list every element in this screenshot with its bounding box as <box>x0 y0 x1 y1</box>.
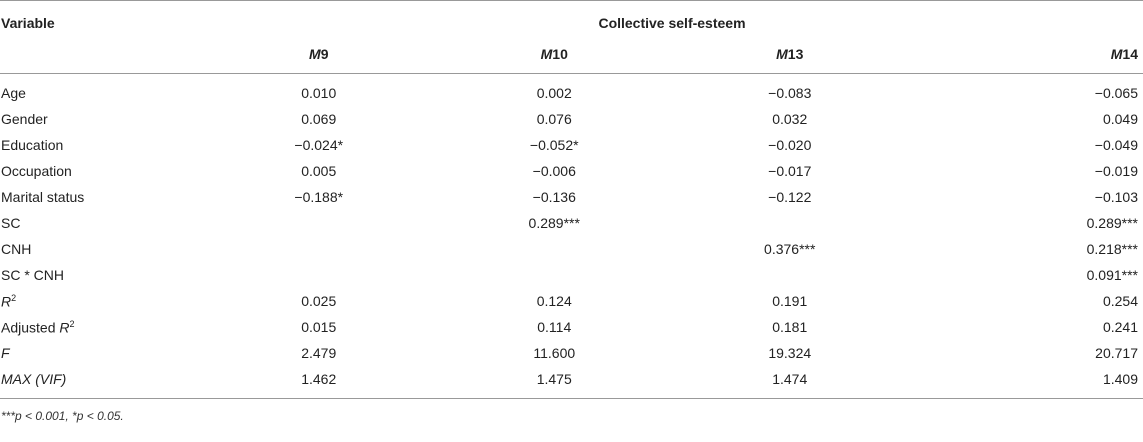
cell-value: 0.032 <box>772 111 808 127</box>
row-label: Marital status <box>1 189 85 205</box>
cell-value <box>201 210 437 236</box>
table-row: Marital status −0.188* −0.136 −0.122 −0.103 <box>0 184 1143 210</box>
table-row: Gender 0.069 0.076 0.032 0.049 <box>0 106 1143 132</box>
cell-value: 0.025 <box>301 293 337 309</box>
cell-value: 0.289*** <box>1086 215 1138 231</box>
cell-value <box>672 210 908 236</box>
cell-value: −0.052* <box>529 137 579 153</box>
table-row: F 2.479 11.600 19.324 20.717 <box>0 340 1143 366</box>
cell-value: 0.124 <box>536 293 572 309</box>
row-label: Age <box>1 85 26 101</box>
cell-value <box>437 262 673 288</box>
cell-value: −0.020 <box>768 137 812 153</box>
cell-value: −0.024* <box>294 137 344 153</box>
row-label: Gender <box>1 111 48 127</box>
cell-value: 19.324 <box>768 345 812 361</box>
cell-value: −0.122 <box>768 189 812 205</box>
row-label: MAX (VIF) <box>0 366 201 399</box>
cell-value: 1.409 <box>907 366 1143 399</box>
cell-value <box>437 236 673 262</box>
model-header-m10: M10 <box>436 35 672 74</box>
table-row: Age 0.010 0.002 −0.083 −0.065 <box>0 74 1143 107</box>
cell-value: 1.462 <box>201 366 437 399</box>
model-header-m13: M13 <box>672 35 908 74</box>
cell-value: −0.136 <box>532 189 576 205</box>
cell-value <box>201 236 437 262</box>
regression-table: Variable Collective self-esteem M9 M10 M… <box>0 0 1143 399</box>
cell-value: −0.006 <box>532 163 576 179</box>
cell-value: 0.181 <box>772 319 808 335</box>
cell-value: 0.049 <box>1102 111 1138 127</box>
table-row: CNH 0.376*** 0.218*** <box>0 236 1143 262</box>
cell-value: −0.083 <box>768 85 812 101</box>
group-header: Collective self-esteem <box>201 0 1143 35</box>
cell-value: 0.015 <box>301 319 337 335</box>
cell-value: 0.091*** <box>1086 267 1138 283</box>
regression-table-container: Variable Collective self-esteem M9 M10 M… <box>0 0 1143 423</box>
cell-value: 0.254 <box>1102 293 1138 309</box>
cell-value: 0.114 <box>537 319 572 335</box>
table-body: Age 0.010 0.002 −0.083 −0.065 Gender 0.069 0.07… <box>0 74 1143 399</box>
cell-value: −0.065 <box>1094 85 1138 101</box>
table-row: R2 0.025 0.124 0.191 0.254 <box>0 288 1143 314</box>
cell-value: 0.191 <box>772 293 808 309</box>
cell-value: 20.717 <box>1095 345 1138 361</box>
cell-value: −0.019 <box>1094 163 1138 179</box>
cell-value: 0.076 <box>536 111 572 127</box>
table-row: MAX (VIF) 1.462 1.475 1.474 1.409 <box>0 366 1143 399</box>
row-label: Occupation <box>1 163 72 179</box>
cell-value: 0.010 <box>301 85 337 101</box>
cell-value: 0.241 <box>1102 319 1138 335</box>
table-footnote: ***p < 0.001, *p < 0.05. <box>1 409 124 423</box>
table-row: Education −0.024* −0.052* −0.020 −0.049 <box>0 132 1143 158</box>
cell-value: 0.069 <box>301 111 337 127</box>
cell-value: 0.005 <box>301 163 337 179</box>
cell-value: −0.103 <box>1094 189 1138 205</box>
cell-value: 11.600 <box>533 345 576 361</box>
model-header-m14: M14 <box>907 35 1143 74</box>
cell-value: 0.002 <box>536 85 572 101</box>
cell-value: 2.479 <box>301 345 337 361</box>
row-label: SC <box>1 215 21 231</box>
cell-value: −0.017 <box>768 163 812 179</box>
row-label: Adjusted R2 <box>1 318 75 336</box>
row-label: F <box>1 345 10 361</box>
row-label: SC * CNH <box>1 267 65 283</box>
header-row-2: M9 M10 M13 M14 <box>0 35 1143 74</box>
cell-value: 1.475 <box>436 366 672 399</box>
row-label: CNH <box>1 241 32 257</box>
cell-value: −0.188* <box>294 189 344 205</box>
cell-value: 1.474 <box>672 366 908 399</box>
row-label: Education <box>1 137 64 153</box>
cell-value: 0.376*** <box>764 241 816 257</box>
cell-value <box>201 262 437 288</box>
cell-value <box>672 262 908 288</box>
variable-header: Variable <box>0 0 201 35</box>
table-row: SC 0.289*** 0.289*** <box>0 210 1143 236</box>
header-row-1: Variable Collective self-esteem <box>0 0 1143 35</box>
model-header-m9: M9 <box>201 35 437 74</box>
table-row: Adjusted R2 0.015 0.114 0.181 0.241 <box>0 314 1143 340</box>
table-row: Occupation 0.005 −0.006 −0.017 −0.019 <box>0 158 1143 184</box>
cell-value: 0.218*** <box>1086 241 1138 257</box>
row-label: R2 <box>1 292 17 310</box>
cell-value: 0.289*** <box>528 215 580 231</box>
table-row: SC * CNH 0.091*** <box>0 262 1143 288</box>
cell-value: −0.049 <box>1094 137 1138 153</box>
